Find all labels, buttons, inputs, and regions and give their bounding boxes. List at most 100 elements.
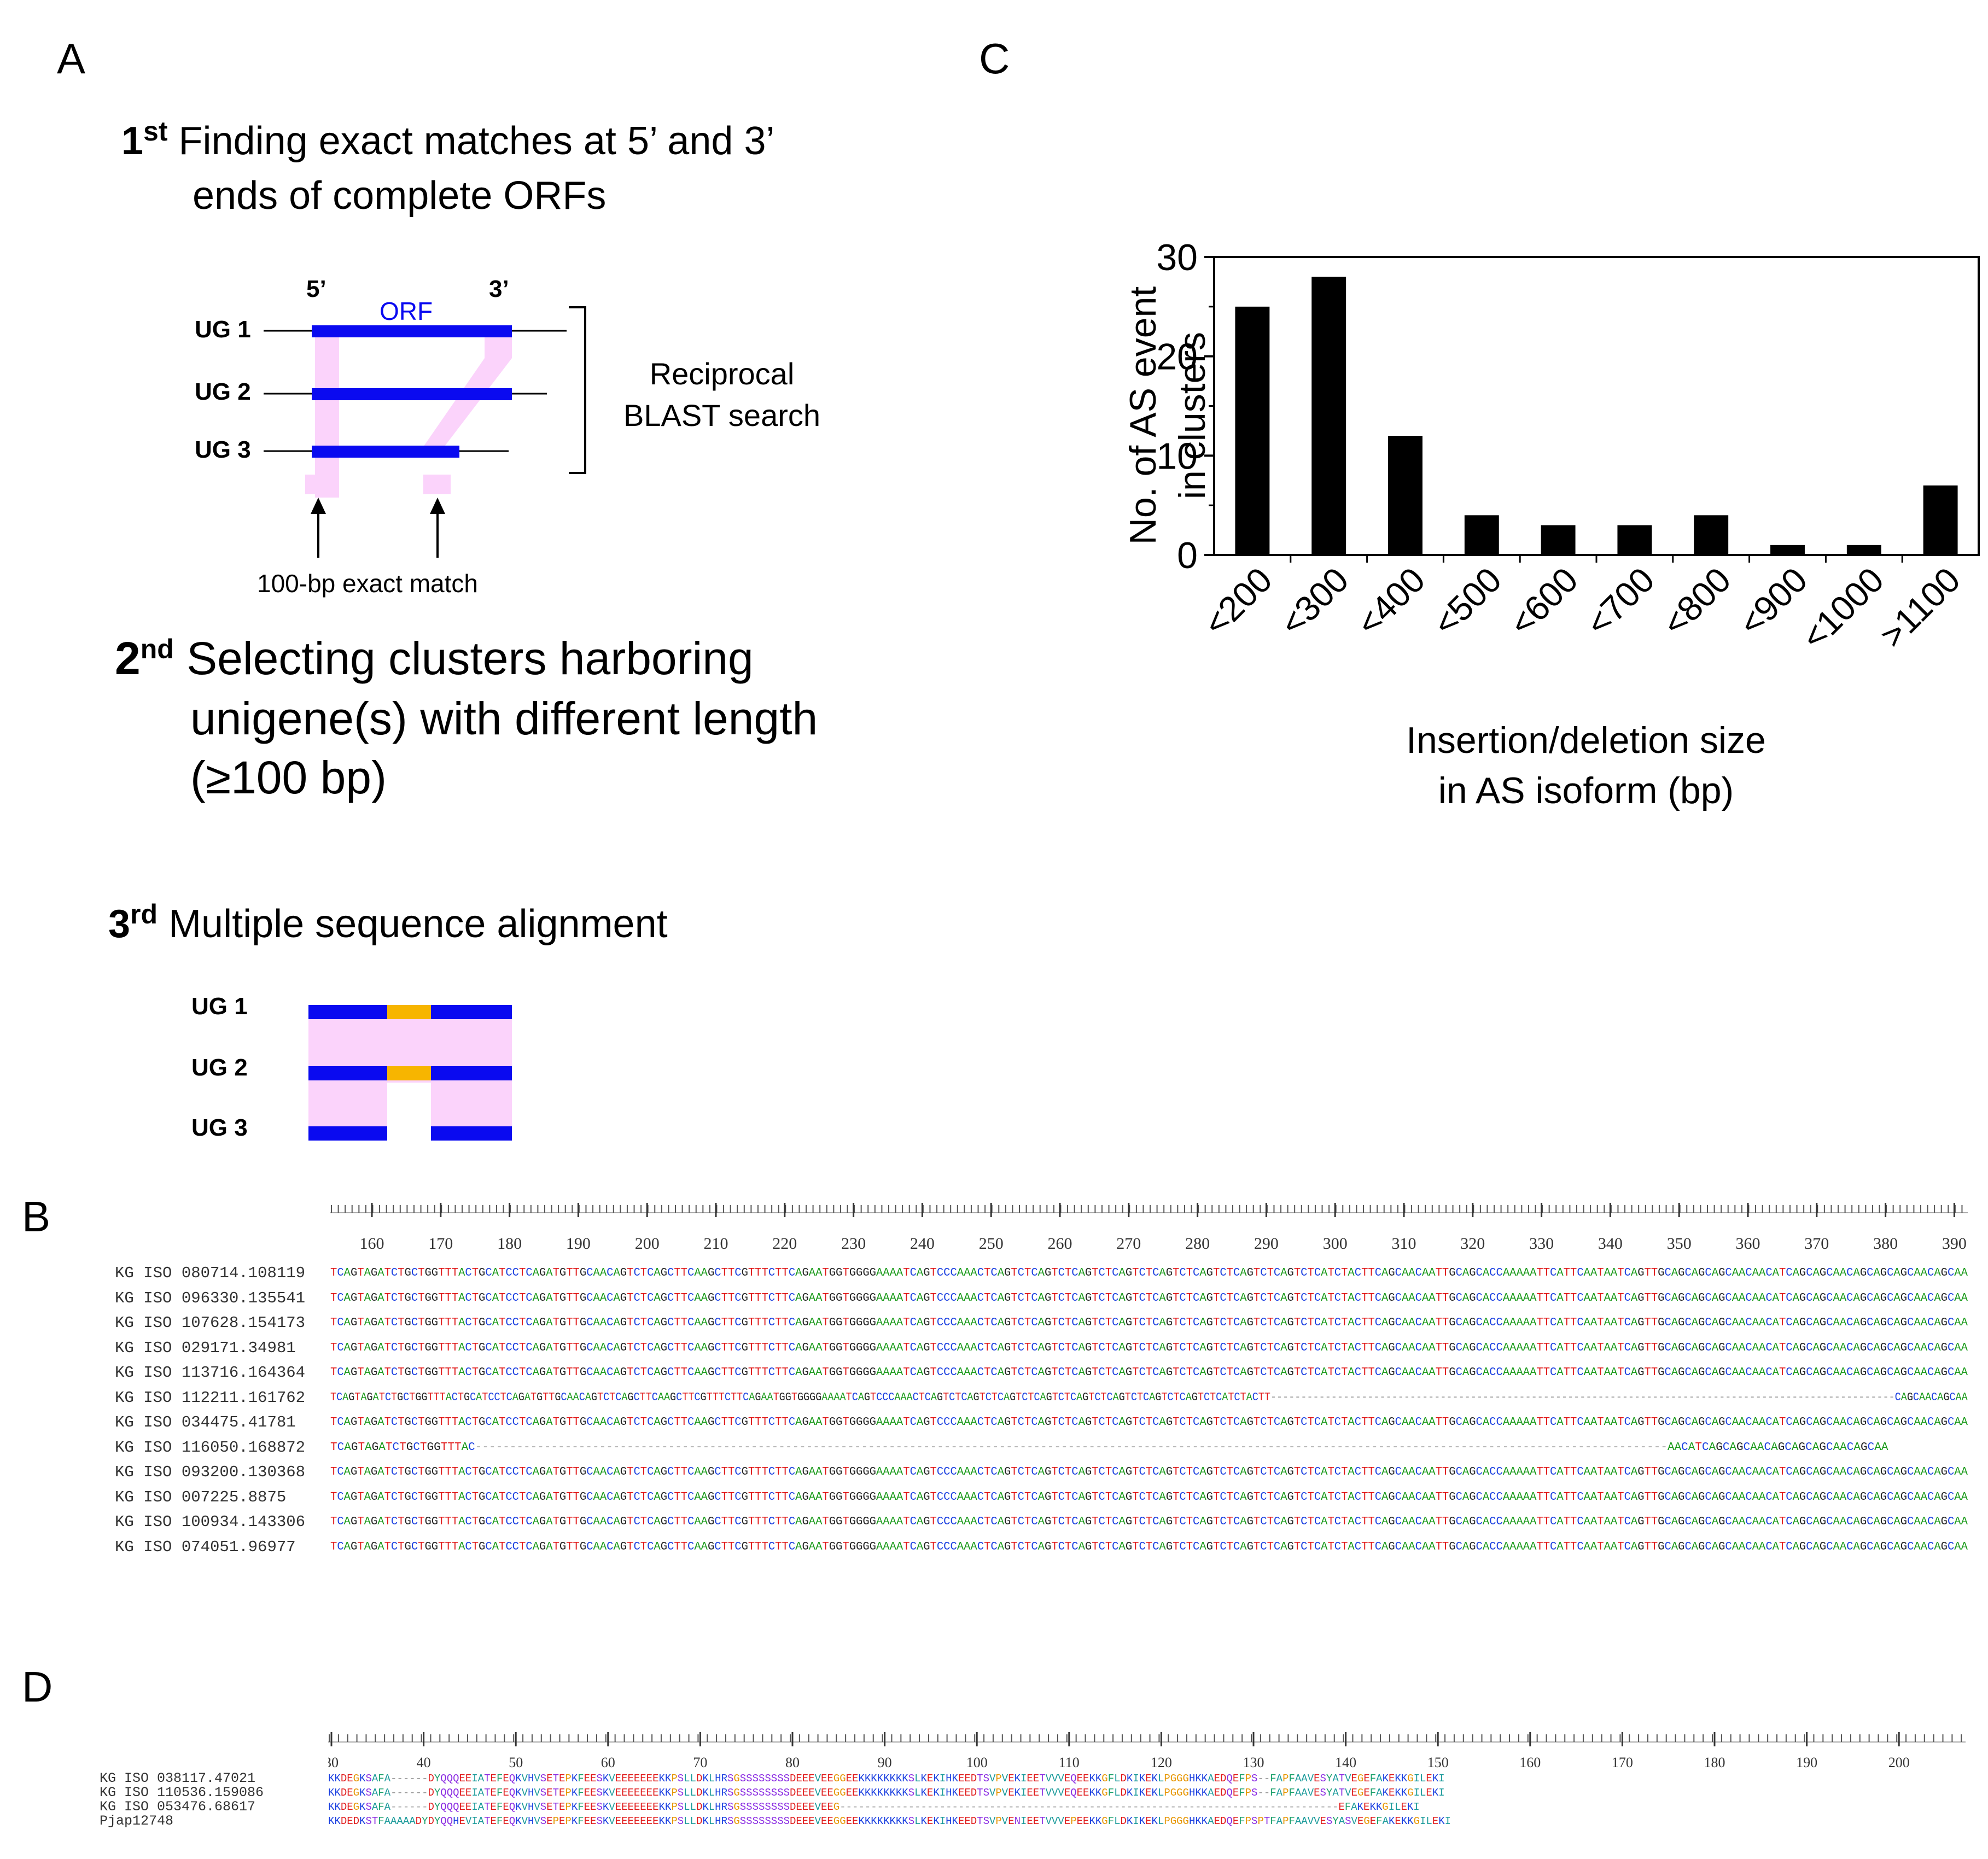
y-axis-title-line2: in clusters bbox=[1171, 331, 1213, 500]
ruler-number: 200 bbox=[1888, 1755, 1910, 1770]
ruler-number: 290 bbox=[1254, 1235, 1279, 1253]
x-axis-title-line1: Insertion/deletion size bbox=[1406, 720, 1766, 761]
sequence-name: KG ISO 093200.130368 bbox=[115, 1463, 306, 1481]
step3-suffix: rd bbox=[130, 899, 158, 930]
diagram-orf-matching bbox=[264, 306, 586, 558]
sequence-row: TCAGTAGATCTGCTGGTTTACTGCATCCTCAGATGTTGCA… bbox=[330, 1267, 1968, 1279]
sequence-row: KKDEGKSAFA------DYQQQEEIATEFEQKVHVSETEPK… bbox=[328, 1773, 1445, 1785]
ug3-orf bbox=[312, 446, 459, 458]
sequence-name: KG ISO 112211.161762 bbox=[115, 1388, 306, 1407]
x-tick-label: <700 bbox=[1578, 560, 1662, 644]
bar bbox=[1617, 525, 1652, 555]
step2-suffix: nd bbox=[140, 634, 174, 664]
ruler-number: 50 bbox=[509, 1755, 523, 1770]
msa-ug2-label: UG 2 bbox=[191, 1054, 248, 1081]
ug2-insert bbox=[387, 1066, 431, 1080]
sequence-name: KG ISO 038117.47021 bbox=[100, 1770, 256, 1786]
step2-text: Selecting clusters harboring bbox=[186, 633, 754, 684]
ruler-number: 120 bbox=[1151, 1755, 1172, 1770]
arrow-head-three-prime bbox=[430, 498, 445, 514]
x-tick-label: <600 bbox=[1502, 560, 1585, 644]
sequence-row: TCAGTAGATCTGCTGGTTTACTGCATCCTCAGATGTTGCA… bbox=[330, 1317, 1968, 1329]
blast-label-line2: BLAST search bbox=[623, 398, 821, 432]
blast-bracket bbox=[569, 306, 586, 474]
sequence-name: KG ISO 110536.159086 bbox=[100, 1785, 264, 1800]
blast-label: Reciprocal BLAST search bbox=[602, 353, 842, 436]
sequence-name: KG ISO 113716.164364 bbox=[115, 1364, 306, 1382]
ruler-number: 160 bbox=[1519, 1755, 1541, 1770]
y-axis-title: No. of AS event in clusters bbox=[1004, 262, 1354, 569]
ruler-number: 280 bbox=[1185, 1235, 1210, 1253]
sequence-row: TCAGTAGATCTGCTGGTTTAC-------------------… bbox=[330, 1441, 1888, 1454]
sequence-row: KKDEGKSAFA------DYQQQEEIATEFEQKVHVSETEPK… bbox=[328, 1801, 1420, 1813]
five-prime-label: 5’ bbox=[306, 276, 327, 302]
ruler-number: 220 bbox=[772, 1235, 797, 1253]
ruler-number: 270 bbox=[1116, 1235, 1141, 1253]
ruler-number: 160 bbox=[360, 1235, 384, 1253]
ruler-number: 190 bbox=[1796, 1755, 1817, 1770]
panel-b-label: B bbox=[22, 1192, 51, 1241]
sequence-name: KG ISO 007225.8875 bbox=[115, 1488, 287, 1506]
as-event-bar-chart: 0102030<200<300<400<500<600<700<800<900<… bbox=[1156, 237, 1980, 657]
sequence-name: KG ISO 074051.96977 bbox=[115, 1538, 296, 1556]
x-axis-title: Insertion/deletion size in AS isoform (b… bbox=[1313, 715, 1859, 816]
bar bbox=[1694, 515, 1729, 555]
step2-line3: (≥100 bp) bbox=[190, 752, 387, 803]
ruler-number: 180 bbox=[497, 1235, 522, 1253]
step1-ordinal: 1 bbox=[121, 119, 144, 163]
ug1-orf bbox=[312, 325, 512, 337]
ug1-label: UG 1 bbox=[195, 316, 251, 343]
three-prime-label: 3’ bbox=[489, 276, 509, 302]
bar bbox=[1235, 306, 1270, 555]
ruler-number: 170 bbox=[428, 1235, 453, 1253]
ruler-number: 320 bbox=[1460, 1235, 1485, 1253]
ruler-number: 330 bbox=[1529, 1235, 1554, 1253]
ruler-number: 300 bbox=[1323, 1235, 1348, 1253]
step3-line1: 3rd Multiple sequence alignment bbox=[108, 897, 668, 951]
sequence-row: TCAGTAGATCTGCTGGTTTACTGCATCCTCAGATGTTGCA… bbox=[330, 1291, 1968, 1305]
ruler-number: 210 bbox=[704, 1235, 728, 1253]
ruler-number: 340 bbox=[1598, 1235, 1623, 1253]
ruler-number: 30 bbox=[328, 1755, 339, 1770]
ruler-number: 350 bbox=[1667, 1235, 1692, 1253]
sequence-row: TCAGTAGATCTGCTGGTTTACTGCATCCTCAGATGTTGCA… bbox=[330, 1466, 1968, 1478]
ruler-number: 100 bbox=[966, 1755, 988, 1770]
ruler-number: 190 bbox=[566, 1235, 591, 1253]
ruler-number: 230 bbox=[841, 1235, 866, 1253]
step2-ordinal: 2 bbox=[115, 633, 141, 684]
sequence-name: Pjap12748 bbox=[100, 1813, 174, 1829]
bar bbox=[1846, 545, 1881, 555]
step1-text: Finding exact matches at 5’ and 3’ bbox=[178, 119, 775, 163]
ruler-number: 260 bbox=[1048, 1235, 1072, 1253]
sequence-name-list: KG ISO 080714.108119 KG ISO 096330.135541… bbox=[115, 1261, 305, 1559]
ug2-exon2 bbox=[431, 1066, 512, 1080]
sequence-row: TCAGTAGATCTGCTGGTTTACTGCATCCTCAGATGTTGCA… bbox=[330, 1540, 1968, 1553]
sequence-name: KG ISO 034475.41781 bbox=[115, 1413, 296, 1431]
ruler-number: 200 bbox=[635, 1235, 660, 1253]
ruler-number: 60 bbox=[601, 1755, 615, 1770]
ug2-exon1 bbox=[308, 1066, 387, 1080]
step3-ordinal: 3 bbox=[108, 902, 131, 946]
y-tick-label: 0 bbox=[1177, 535, 1198, 576]
sequence-name: KG ISO 029171.34981 bbox=[115, 1338, 296, 1357]
sequence-row: KKDEDKSTFAAAAADYDYQQHEVIATEFEQKVHVSEPEPK… bbox=[328, 1815, 1451, 1827]
x-tick-label: <1000 bbox=[1794, 560, 1891, 657]
ruler-number: 130 bbox=[1243, 1755, 1264, 1770]
blast-label-line1: Reciprocal bbox=[649, 356, 795, 391]
msa-ug3-label: UG 3 bbox=[191, 1114, 248, 1141]
exact-match-caption: 100-bp exact match bbox=[257, 569, 479, 598]
step1-line1: 1st Finding exact matches at 5’ and 3’ bbox=[121, 114, 774, 168]
y-axis-title-line1: No. of AS event bbox=[1122, 286, 1164, 545]
ug2-label: UG 2 bbox=[195, 378, 251, 405]
step1-suffix: st bbox=[143, 116, 168, 147]
ruler-number: 110 bbox=[1059, 1755, 1080, 1770]
ug1-exon2 bbox=[431, 1005, 512, 1019]
five-prime-match-box bbox=[305, 475, 333, 494]
ug2-orf bbox=[312, 388, 512, 400]
x-tick-label: <400 bbox=[1349, 560, 1433, 644]
sequence-name: KG ISO 100934.143306 bbox=[115, 1513, 306, 1531]
bar bbox=[1770, 545, 1805, 555]
ruler-number: 360 bbox=[1736, 1235, 1760, 1253]
diagram-msa bbox=[308, 1005, 512, 1141]
ruler-number: 250 bbox=[979, 1235, 1004, 1253]
